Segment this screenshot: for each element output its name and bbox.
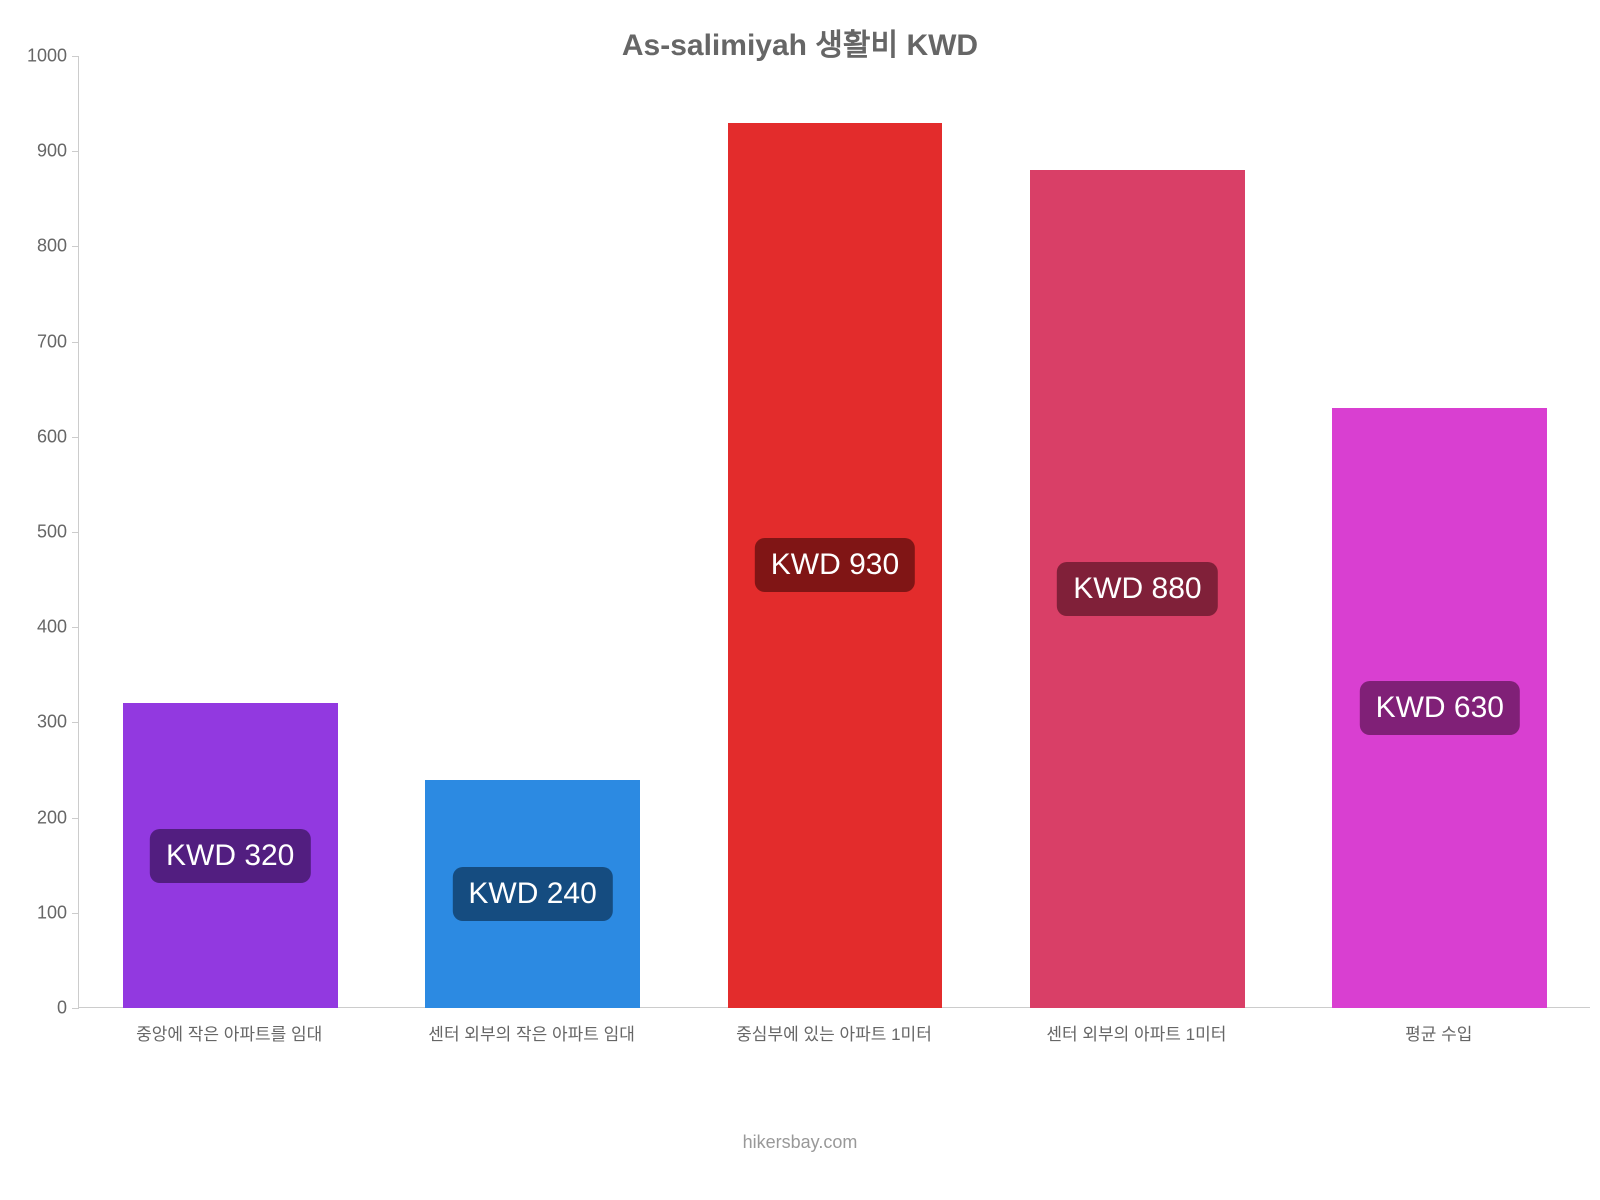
y-tick-label: 900: [9, 141, 79, 162]
bar: KWD 880: [1030, 170, 1245, 1008]
y-tick-label: 800: [9, 236, 79, 257]
y-tick-label: 1000: [9, 46, 79, 67]
x-category-label: 중심부에 있는 아파트 1미터: [736, 1020, 932, 1045]
x-category-label: 중앙에 작은 아파트를 임대: [136, 1020, 322, 1045]
bar-value-label: KWD 630: [1360, 681, 1520, 735]
y-tick-mark: [72, 722, 79, 723]
y-tick-mark: [72, 56, 79, 57]
y-tick-mark: [72, 342, 79, 343]
x-category-label: 평균 수입: [1405, 1020, 1472, 1045]
x-category-label: 센터 외부의 아파트 1미터: [1046, 1020, 1226, 1045]
bar-value-label: KWD 930: [755, 538, 915, 592]
attribution-text: hikersbay.com: [0, 1132, 1600, 1153]
y-tick-label: 500: [9, 522, 79, 543]
plot-area: 01002003004005006007008009001000KWD 320K…: [78, 56, 1590, 1008]
y-tick-label: 300: [9, 712, 79, 733]
y-tick-label: 100: [9, 902, 79, 923]
y-tick-mark: [72, 1008, 79, 1009]
y-tick-mark: [72, 246, 79, 247]
bar-value-label: KWD 240: [452, 867, 612, 921]
bar: KWD 240: [425, 780, 640, 1008]
x-category-label: 센터 외부의 작은 아파트 임대: [428, 1020, 635, 1045]
y-tick-mark: [72, 818, 79, 819]
y-tick-mark: [72, 913, 79, 914]
y-tick-mark: [72, 437, 79, 438]
bar: KWD 630: [1332, 408, 1547, 1008]
y-tick-label: 200: [9, 807, 79, 828]
y-tick-label: 700: [9, 331, 79, 352]
bar-value-label: KWD 880: [1057, 562, 1217, 616]
y-tick-label: 0: [9, 998, 79, 1019]
bar-value-label: KWD 320: [150, 829, 310, 883]
y-tick-mark: [72, 627, 79, 628]
y-tick-mark: [72, 151, 79, 152]
y-tick-label: 400: [9, 617, 79, 638]
y-tick-mark: [72, 532, 79, 533]
bar: KWD 320: [123, 703, 338, 1008]
bar: KWD 930: [728, 123, 943, 1008]
y-tick-label: 600: [9, 426, 79, 447]
